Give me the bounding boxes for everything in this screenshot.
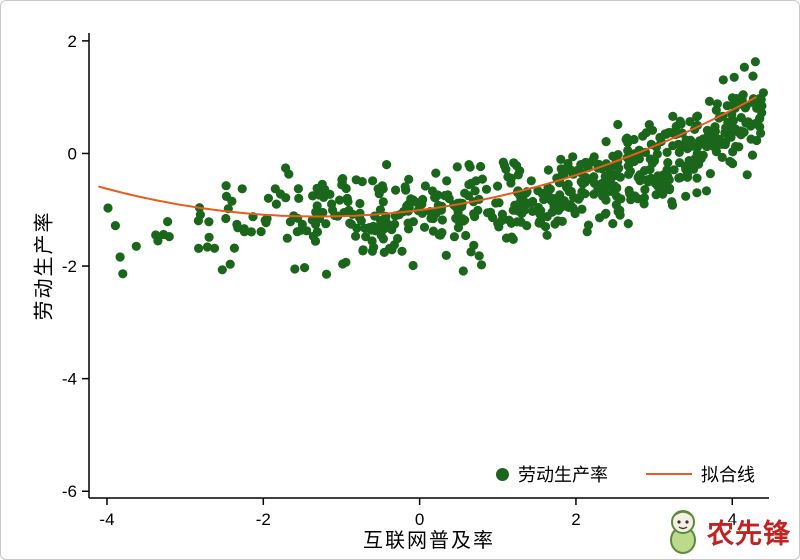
legend: 劳动生产率 拟合线	[496, 461, 755, 487]
svg-text:2: 2	[68, 32, 77, 51]
scatter-marker-icon	[496, 467, 509, 481]
legend-label-fitline: 拟合线	[701, 465, 755, 486]
watermark: 农先锋	[662, 507, 791, 555]
x-axis-title: 互联网普及率	[363, 528, 495, 552]
svg-text:-6: -6	[62, 482, 77, 501]
svg-text:2: 2	[571, 510, 580, 529]
fit-line-marker-icon	[646, 473, 692, 475]
svg-text:4: 4	[728, 510, 737, 529]
legend-item-fitline: 拟合线	[646, 461, 755, 487]
watermark-text: 农先锋	[707, 518, 791, 550]
svg-text:-4: -4	[62, 370, 77, 389]
legend-label-scatter: 劳动生产率	[518, 465, 608, 486]
svg-text:-4: -4	[99, 510, 114, 529]
svg-text:-2: -2	[62, 257, 77, 276]
legend-item-scatter: 劳动生产率	[496, 461, 608, 487]
svg-text:0: 0	[415, 510, 424, 529]
y-axis-title: 劳动生产率	[31, 210, 56, 321]
svg-text:-2: -2	[256, 510, 271, 529]
watermark-mascot-icon	[670, 510, 696, 554]
svg-text:0: 0	[68, 144, 77, 163]
